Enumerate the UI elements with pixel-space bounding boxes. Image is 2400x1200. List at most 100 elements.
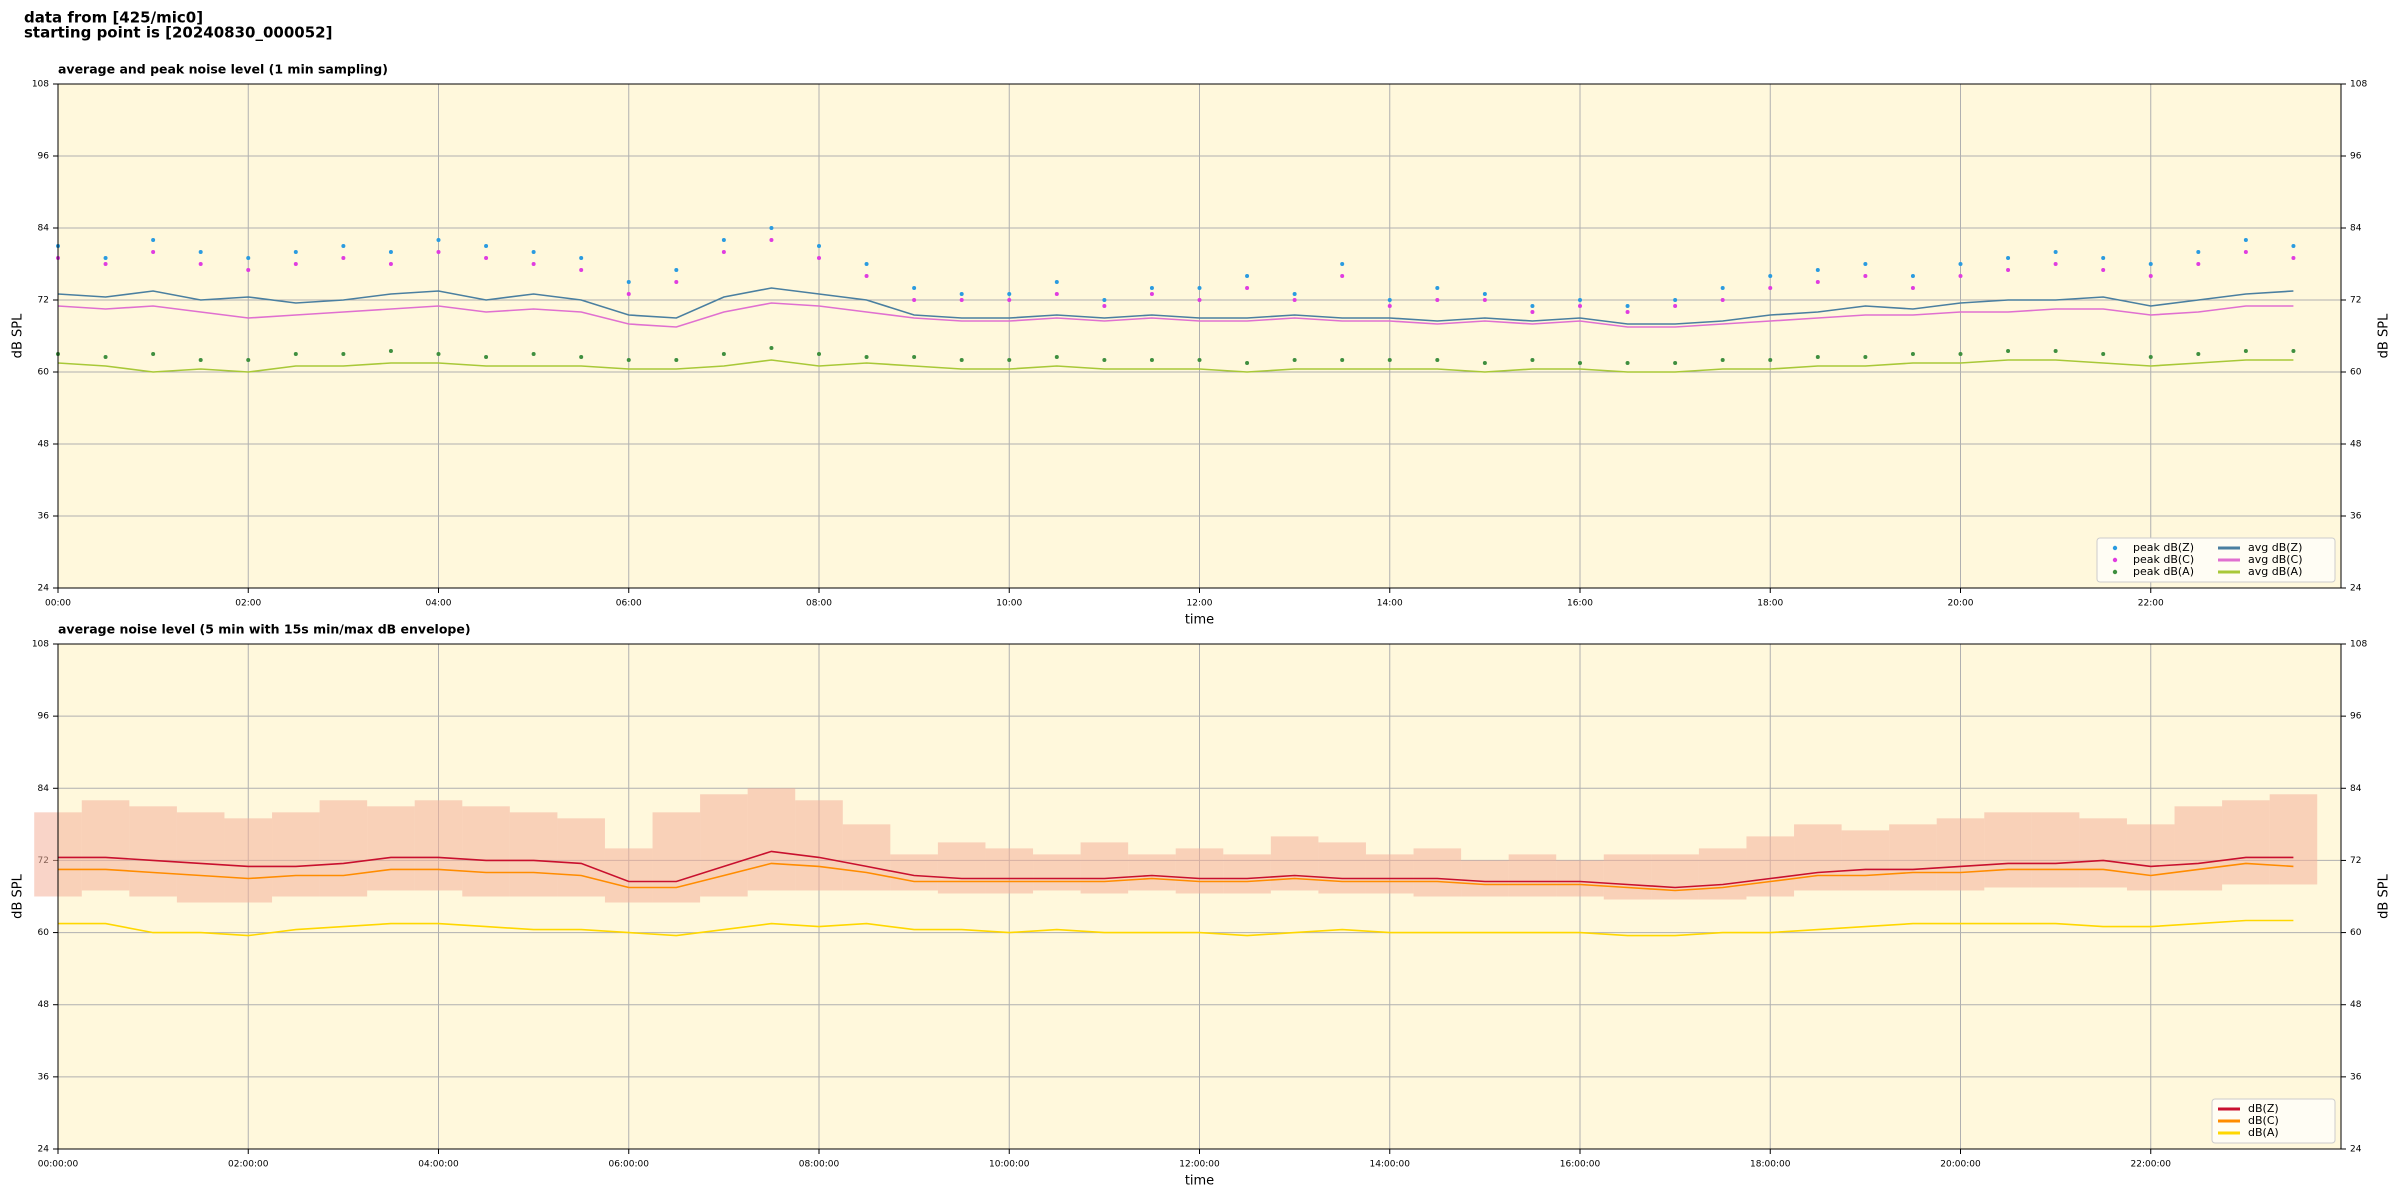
x-tick-label: 22:00 xyxy=(2138,599,2164,609)
y2-tick-label: 72 xyxy=(2350,296,2361,306)
peak-point xyxy=(579,256,584,260)
peak-point xyxy=(1530,358,1535,362)
x-tick-label: 04:00 xyxy=(426,599,452,609)
envelope xyxy=(842,824,891,891)
peak-point xyxy=(246,268,251,272)
peak-point xyxy=(1245,274,1250,278)
series-line xyxy=(58,862,2294,892)
peak-point xyxy=(1292,298,1297,302)
y2-tick-label: 24 xyxy=(2350,1145,2362,1155)
peak-point xyxy=(436,250,441,254)
y2-axis-label: dB SPL xyxy=(2377,873,2392,918)
legend-label: peak dB(A) xyxy=(2133,565,2194,578)
peak-point xyxy=(864,274,869,278)
x-tick-label: 16:00:00 xyxy=(1560,1160,1601,1170)
series-line xyxy=(57,287,2294,325)
peak-point xyxy=(1102,298,1107,302)
envelope xyxy=(2126,824,2175,891)
plot-frame xyxy=(57,643,2342,1150)
peak-point xyxy=(1197,358,1202,362)
x-tick-label: 18:00:00 xyxy=(1750,1160,1791,1170)
legend-marker xyxy=(2112,557,2118,563)
peak-point xyxy=(151,238,156,242)
peak-point xyxy=(103,355,108,359)
y2-tick-label: 84 xyxy=(2350,784,2362,794)
envelope xyxy=(1365,854,1414,894)
peak-point xyxy=(1292,292,1297,296)
peak-point xyxy=(959,292,964,296)
peak-point xyxy=(198,262,203,266)
x-tick-label: 14:00 xyxy=(1377,599,1403,609)
peak-point xyxy=(2291,256,2296,260)
peak-point xyxy=(1768,358,1773,362)
peak-point xyxy=(1910,352,1915,356)
y2-tick-label: 108 xyxy=(2350,640,2367,650)
x-tick-label: 00:00:00 xyxy=(38,1160,79,1170)
peak-point xyxy=(1815,268,1820,272)
peak-point xyxy=(674,358,679,362)
peak-point xyxy=(1578,361,1582,365)
envelope xyxy=(2079,818,2127,888)
y-tick-label: 96 xyxy=(38,712,50,722)
peak-point xyxy=(1007,292,1012,296)
x-tick-label: 08:00:00 xyxy=(799,1160,840,1170)
legend-label: dB(Z) xyxy=(2248,1102,2279,1115)
peak-point xyxy=(1815,355,1820,359)
envelope xyxy=(1746,836,1795,897)
peak-point xyxy=(1197,298,1202,302)
y2-tick-label: 48 xyxy=(2350,1000,2362,1010)
peak-point xyxy=(2101,352,2106,356)
peak-point xyxy=(864,262,869,266)
envelope xyxy=(2174,806,2223,891)
header-line: starting point is [20240830_000052] xyxy=(24,24,332,42)
peak-point xyxy=(1435,286,1440,290)
peak-point xyxy=(769,346,774,350)
peak-point xyxy=(2053,250,2058,254)
envelope xyxy=(937,842,986,894)
y-tick-label: 108 xyxy=(32,640,49,650)
envelope xyxy=(1603,854,1652,900)
envelope xyxy=(129,806,177,897)
y2-tick-label: 108 xyxy=(2350,80,2367,90)
peak-point xyxy=(293,250,298,254)
peak-point xyxy=(436,238,441,242)
chart-title: average noise level (5 min with 15s min/… xyxy=(58,622,471,637)
envelope xyxy=(367,806,415,891)
peak-point xyxy=(1863,262,1868,266)
peak-point xyxy=(2148,262,2153,266)
x-tick-label: 14:00:00 xyxy=(1370,1160,1411,1170)
peak-point xyxy=(2243,349,2248,353)
peak-point xyxy=(103,256,108,260)
peak-point xyxy=(1054,355,1059,359)
peak-point xyxy=(1292,358,1297,362)
peak-point xyxy=(2053,349,2058,353)
peak-point xyxy=(1340,262,1345,266)
envelope xyxy=(319,800,368,897)
envelope xyxy=(2269,794,2318,885)
peak-point xyxy=(1007,358,1012,362)
peak-point xyxy=(1387,304,1392,308)
peak-point xyxy=(293,262,298,266)
y2-tick-label: 60 xyxy=(2350,368,2362,378)
peak-point xyxy=(151,352,156,356)
x-tick-label: 02:00:00 xyxy=(228,1160,269,1170)
peak-point xyxy=(1530,304,1535,308)
peak-point xyxy=(579,355,584,359)
peak-point xyxy=(246,358,251,362)
series-line xyxy=(57,359,2294,373)
peak-point xyxy=(817,352,821,356)
peak-point xyxy=(531,262,536,266)
series-line xyxy=(58,919,2294,937)
x-tick-label: 22:00:00 xyxy=(2131,1160,2172,1170)
peak-point xyxy=(1768,286,1773,290)
envelope xyxy=(1698,848,1747,900)
y-tick-label: 36 xyxy=(38,1072,50,1082)
legend-label: dB(C) xyxy=(2248,1114,2279,1127)
peak-point xyxy=(2243,250,2248,254)
envelope xyxy=(1461,860,1509,897)
peak-point xyxy=(1149,286,1154,290)
peak-point xyxy=(2006,349,2011,353)
peak-point xyxy=(1863,355,1868,359)
envelope xyxy=(1033,854,1081,891)
peak-point xyxy=(436,352,441,356)
